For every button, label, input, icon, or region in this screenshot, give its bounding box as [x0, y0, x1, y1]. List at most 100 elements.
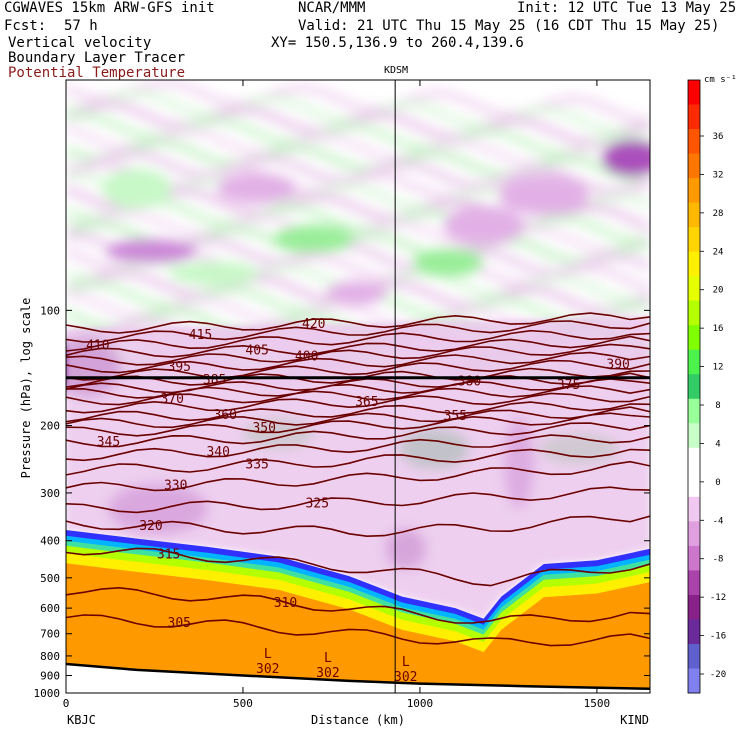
colorbar-swatch	[688, 521, 700, 547]
theta-contour-line	[66, 448, 650, 476]
colorbar-swatch	[688, 668, 700, 694]
theta-contour-line	[66, 392, 650, 414]
low-marker-value: 302	[256, 662, 279, 677]
theta-contour-line	[66, 385, 650, 406]
y-tick-label: 300	[40, 487, 60, 500]
theta-contour-label: 375	[557, 378, 580, 393]
theta-contour-line	[66, 401, 650, 423]
low-marker-letter: L	[324, 651, 332, 666]
colorbar-swatch	[688, 300, 700, 326]
header-fcst-value: 57 h	[64, 18, 98, 34]
theta-contour-line	[66, 586, 650, 624]
velocity-blob	[413, 248, 484, 277]
colorbar-swatch	[688, 129, 700, 155]
theta-contour-line	[66, 422, 650, 448]
theta-contour-line	[66, 412, 650, 437]
colorbar-label: 28	[713, 209, 724, 219]
y-tick-label: 700	[40, 628, 60, 641]
low-marker-value: 302	[316, 666, 339, 681]
colorbar-swatch	[688, 496, 700, 522]
colorbar: 36 32 28 24 20 16 12 8 4 0 -4 -8 -12 -16 -20	[687, 79, 726, 694]
header-valid: Valid: 21 UTC Thu 15 May 25 (16 CDT Thu …	[298, 18, 720, 34]
theta-contour-label: 335	[245, 458, 268, 473]
theta-contour-label: 400	[295, 349, 318, 364]
theta-contour-line	[66, 372, 650, 394]
colorbar-label: 12	[713, 363, 724, 373]
theta-contour-line	[66, 351, 650, 374]
marker-kdsm-label: KDSM	[384, 65, 408, 76]
colorbar-label: -4	[713, 516, 724, 526]
y-tick-label: 200	[40, 420, 60, 433]
theta-contour-label: 340	[206, 445, 229, 460]
velocity-blob	[498, 175, 589, 216]
theta-contour-line	[66, 359, 650, 381]
theta-contour-line	[66, 460, 650, 492]
terrain-surface	[66, 662, 650, 691]
colorbar-label: -8	[713, 555, 724, 565]
header-xy: XY= 150.5,136.9 to 260.4,139.6	[271, 35, 524, 51]
colorbar-label: 20	[713, 286, 724, 296]
theta-contour-line	[66, 406, 650, 429]
colorbar-swatch	[688, 643, 700, 669]
header-fcst-label: Fcst:	[4, 18, 47, 34]
x-tick-label: 1500	[584, 697, 611, 710]
velocity-band	[66, 80, 650, 125]
colorbar-swatch	[688, 325, 700, 351]
theta-contour-label: 305	[168, 616, 191, 631]
theta-contour-line	[66, 547, 650, 587]
theta-contour-line	[66, 486, 650, 514]
mid-troposphere-shading	[66, 316, 650, 619]
colorbar-swatch	[688, 398, 700, 424]
colorbar-swatch	[688, 349, 700, 375]
x-axis-label: Distance (km)	[311, 713, 405, 727]
velocity-blob	[169, 261, 260, 286]
colorbar-swatch	[688, 423, 700, 449]
colorbar-label: 8	[715, 401, 720, 411]
header-org: NCAR/MMM	[298, 0, 366, 16]
colorbar-label: 4	[715, 439, 720, 449]
header-init: Init: 12 UTC Tue 13 May 25	[517, 0, 737, 16]
theta-contour-label: 315	[157, 547, 180, 562]
velocity-blob	[443, 205, 524, 246]
y-tick-label: 400	[40, 535, 60, 548]
endpoint-right-label: KIND	[620, 713, 649, 727]
theta-contour-line	[66, 614, 650, 647]
colorbar-swatch	[688, 374, 700, 400]
low-marker-value: 302	[394, 670, 417, 685]
y-tick-label: 500	[40, 572, 60, 585]
theta-contour-label: 365	[355, 395, 378, 410]
velocity-blob	[326, 280, 387, 305]
velocity-blob	[273, 224, 354, 253]
plot-frame	[65, 79, 651, 694]
theta-contour-line	[66, 343, 650, 366]
theta-contour-label: 385	[203, 373, 226, 388]
colorbar-swatch	[688, 153, 700, 179]
colorbar-swatch	[688, 276, 700, 302]
colorbar-frame	[687, 79, 701, 694]
colorbar-label: 32	[713, 170, 724, 180]
boundary-layer-band	[66, 563, 650, 693]
theta-contour-label: 360	[214, 408, 237, 423]
low-marker-letter: L	[264, 647, 272, 662]
colorbar-label: 36	[713, 132, 724, 142]
endpoint-left-label: KBJC	[67, 713, 96, 727]
colorbar-swatch	[688, 545, 700, 571]
colorbar-label: -12	[710, 593, 726, 603]
velocity-blob	[217, 173, 298, 204]
velocity-blob	[101, 168, 172, 209]
colorbar-swatch	[688, 619, 700, 645]
colorbar-swatch	[688, 227, 700, 253]
colorbar-swatch	[688, 447, 700, 473]
header-field-boundary-layer: Boundary Layer Tracer	[8, 50, 186, 66]
y-tick-label: 1000	[34, 687, 61, 700]
x-tick-label: 0	[63, 697, 70, 710]
colorbar-swatch	[688, 570, 700, 596]
theta-contour-label: 410	[86, 339, 109, 354]
theta-contour-label: 405	[245, 343, 268, 358]
colorbar-label: 0	[715, 478, 720, 488]
colorbar-swatch	[688, 251, 700, 277]
theta-contour-label: 330	[164, 478, 187, 493]
